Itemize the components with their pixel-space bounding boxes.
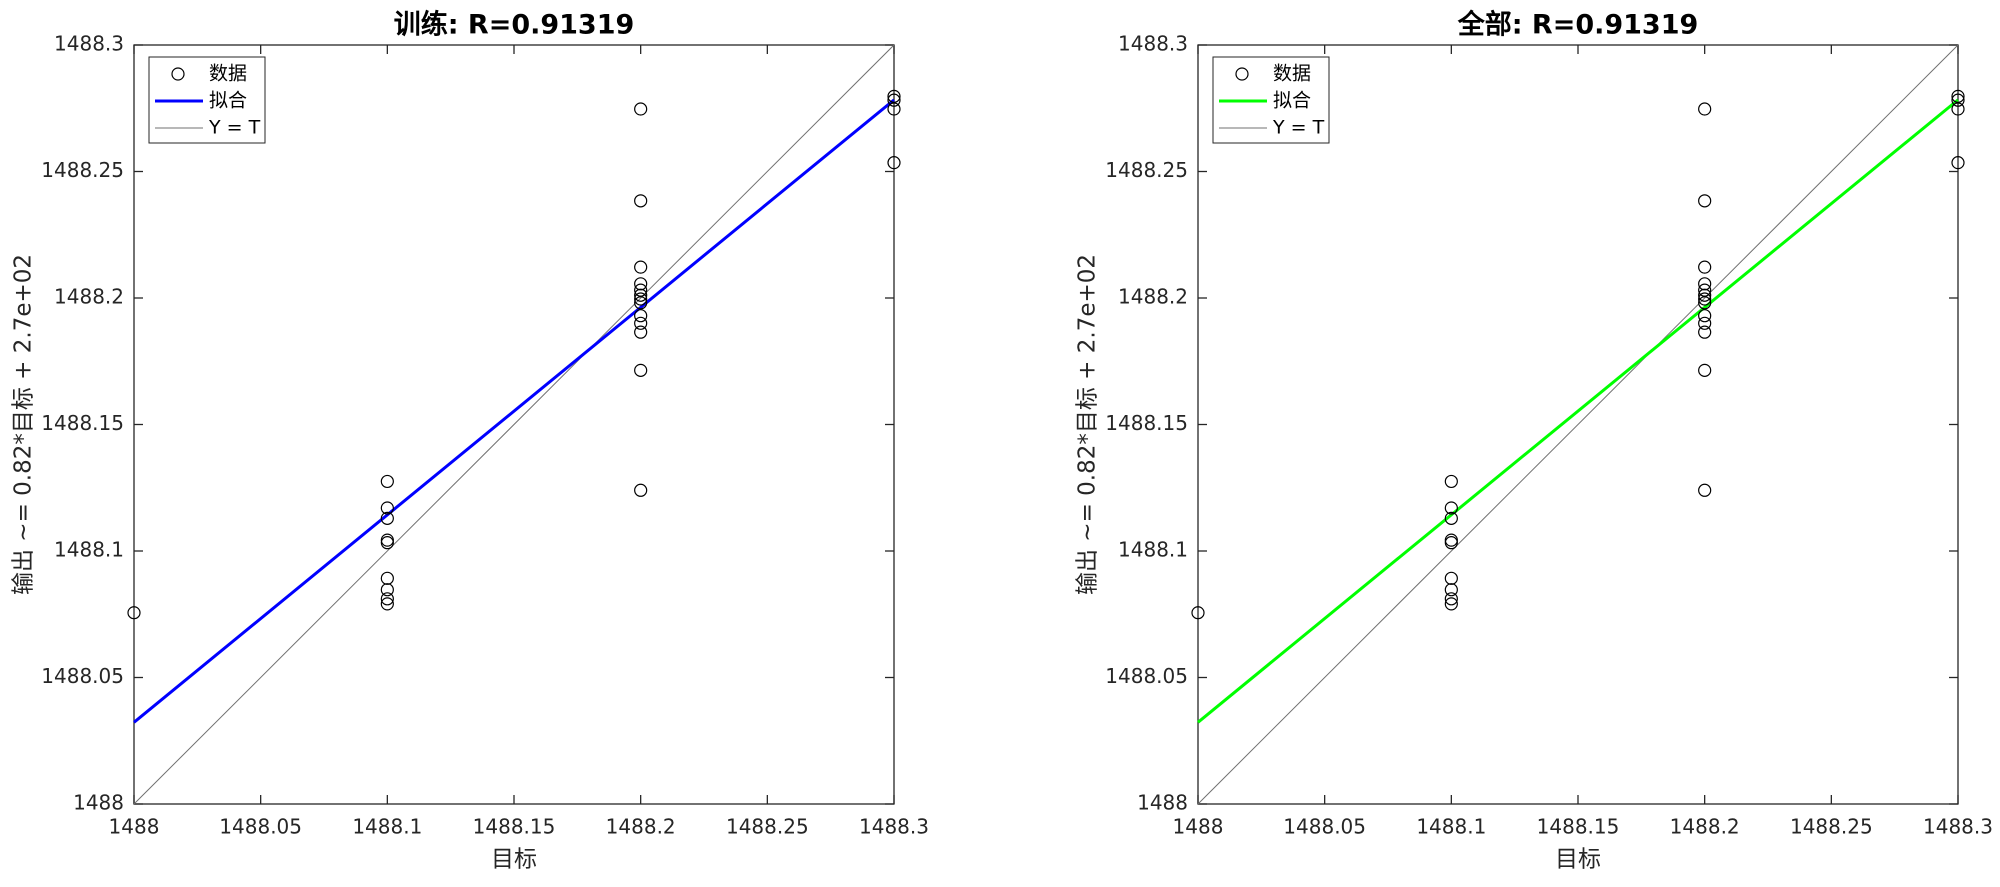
x-tick-label: 1488.05	[219, 815, 302, 839]
y-tick-label: 1488.25	[41, 158, 124, 182]
legend-label: Y = T	[208, 117, 261, 139]
x-tick-label: 1488.3	[1923, 815, 1993, 839]
data-point	[1698, 288, 1712, 302]
data-point	[634, 288, 648, 302]
data-point	[634, 309, 648, 323]
data-point	[1698, 316, 1712, 330]
x-tick-label: 1488.25	[726, 815, 809, 839]
data-point	[1951, 93, 1965, 107]
x-tick-label: 1488.1	[1416, 815, 1486, 839]
data-point	[887, 89, 901, 103]
x-tick-label: 1488.1	[352, 815, 422, 839]
data-point	[634, 260, 648, 274]
x-tick-label: 1488.25	[1790, 815, 1873, 839]
data-point	[887, 93, 901, 107]
fit-line	[1197, 98, 1959, 724]
legend-label: 数据	[1273, 63, 1311, 85]
y-axis-label: 输出 ~= 0.82*目标 + 2.7e+02	[1075, 254, 1101, 595]
legend-marker	[171, 67, 185, 81]
data-point	[1444, 583, 1458, 597]
data-point	[1698, 325, 1712, 339]
data-point	[1698, 102, 1712, 116]
data-point	[634, 296, 648, 310]
y-tick-label: 1488	[73, 791, 124, 815]
y-tick-label: 1488.2	[1118, 285, 1188, 309]
identity-line	[133, 44, 895, 805]
data-point	[1444, 597, 1458, 611]
x-tick-label: 1488.15	[1537, 815, 1620, 839]
y-tick-label: 1488.15	[41, 411, 124, 435]
data-point	[1698, 260, 1712, 274]
x-axis-label: 目标	[491, 847, 537, 873]
legend-label: 数据	[209, 63, 247, 85]
legend-label: Y = T	[1272, 117, 1325, 139]
y-tick-label: 1488.3	[1118, 32, 1188, 56]
data-point	[1698, 194, 1712, 208]
data-point	[1951, 89, 1965, 103]
y-tick-label: 1488.05	[1105, 664, 1188, 688]
data-point	[1444, 511, 1458, 525]
data-point	[634, 325, 648, 339]
data-point	[1951, 156, 1965, 170]
y-axis-label: 输出 ~= 0.82*目标 + 2.7e+02	[11, 254, 37, 595]
data-point	[127, 606, 141, 620]
data-point	[634, 102, 648, 116]
x-tick-label: 1488.2	[606, 815, 676, 839]
data-point	[1698, 363, 1712, 377]
legend-label: 拟合	[209, 90, 247, 112]
data-point	[1698, 283, 1712, 297]
legend-marker	[1235, 67, 1249, 81]
data-point	[634, 277, 648, 291]
y-tick-label: 1488.15	[1105, 411, 1188, 435]
data-point	[1444, 501, 1458, 515]
data-point	[380, 583, 394, 597]
data-point	[634, 194, 648, 208]
y-tick-label: 1488.2	[54, 285, 124, 309]
x-axis-label: 目标	[1555, 847, 1601, 873]
y-tick-label: 1488.05	[41, 664, 124, 688]
data-point	[380, 474, 394, 489]
data-point	[887, 156, 901, 170]
data-point	[1951, 102, 1965, 116]
data-point	[380, 571, 394, 585]
chart-title: 训练: R=0.91319	[394, 9, 635, 41]
x-tick-label: 1488.15	[473, 815, 556, 839]
data-point	[1444, 571, 1458, 585]
data-point	[1444, 536, 1458, 550]
data-point	[380, 592, 394, 606]
data-point	[887, 102, 901, 116]
data-point	[634, 483, 648, 497]
y-tick-label: 1488.25	[1105, 158, 1188, 182]
x-tick-label: 1488.05	[1283, 815, 1366, 839]
data-point	[634, 292, 648, 306]
data-point	[634, 316, 648, 330]
x-tick-label: 1488	[1173, 815, 1224, 839]
legend-label: 拟合	[1273, 90, 1311, 112]
y-tick-label: 1488.1	[54, 538, 124, 562]
data-point	[380, 501, 394, 515]
data-point	[380, 597, 394, 611]
data-point	[1698, 292, 1712, 306]
data-point	[380, 536, 394, 550]
x-tick-label: 1488.2	[1670, 815, 1740, 839]
y-tick-label: 1488.1	[1118, 538, 1188, 562]
data-point	[1444, 474, 1458, 489]
y-tick-label: 1488.3	[54, 32, 124, 56]
x-tick-label: 1488.3	[859, 815, 929, 839]
y-tick-label: 1488	[1137, 791, 1188, 815]
data-point	[634, 363, 648, 377]
data-point	[1698, 483, 1712, 497]
data-point	[1698, 309, 1712, 323]
data-point	[380, 511, 394, 525]
data-point	[1444, 592, 1458, 606]
data-point	[1698, 296, 1712, 310]
fit-line	[133, 98, 895, 724]
data-point	[1698, 277, 1712, 291]
identity-line	[1197, 44, 1959, 805]
chart-title: 全部: R=0.91319	[1457, 9, 1699, 41]
data-point	[634, 283, 648, 297]
data-point	[1191, 606, 1205, 620]
x-tick-label: 1488	[109, 815, 160, 839]
